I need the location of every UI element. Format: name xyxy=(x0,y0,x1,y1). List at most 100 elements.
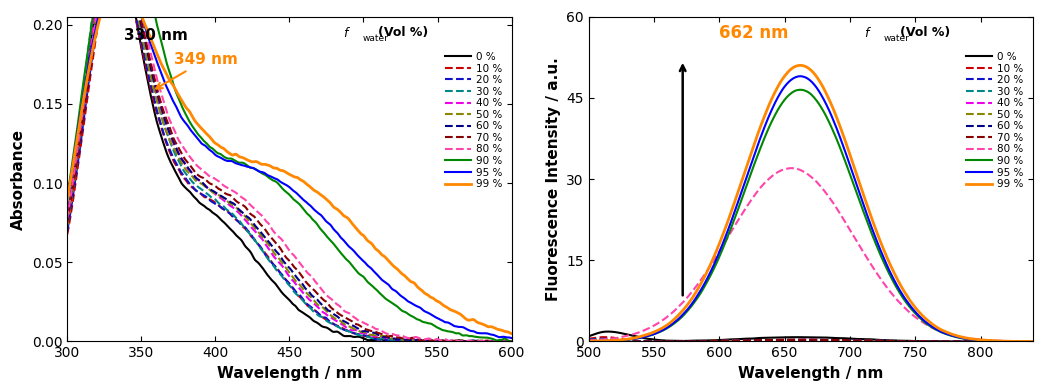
Line: 60 %: 60 % xyxy=(67,0,512,341)
90 % xyxy=(583,339,595,343)
99 % xyxy=(1026,339,1039,344)
20 % xyxy=(853,339,865,343)
0 % xyxy=(345,334,357,339)
40 % xyxy=(966,339,978,344)
95 % xyxy=(920,320,932,325)
Text: water: water xyxy=(884,34,910,44)
10 % xyxy=(920,339,932,344)
0 % xyxy=(61,216,73,220)
20 % xyxy=(61,229,73,234)
Line: 50 %: 50 % xyxy=(67,0,512,341)
20 % xyxy=(867,339,879,343)
99 % xyxy=(331,207,343,212)
X-axis label: Wavelength / nm: Wavelength / nm xyxy=(738,366,883,381)
40 % xyxy=(1026,339,1039,344)
95 % xyxy=(853,189,865,194)
30 % xyxy=(399,338,411,343)
Line: 40 %: 40 % xyxy=(67,0,512,341)
0 % xyxy=(89,15,101,20)
30 % xyxy=(655,339,667,344)
Legend: 0 %, 10 %, 20 %, 30 %, 40 %, 50 %, 60 %, 70 %, 80 %, 90 %, 95 %, 99 %: 0 %, 10 %, 20 %, 30 %, 40 %, 50 %, 60 %,… xyxy=(441,48,506,193)
10 % xyxy=(505,339,518,344)
90 % xyxy=(920,321,932,326)
10 % xyxy=(319,317,332,322)
50 % xyxy=(89,27,101,32)
99 % xyxy=(583,339,595,343)
70 % xyxy=(399,336,411,341)
20 % xyxy=(399,339,411,344)
40 % xyxy=(331,319,343,324)
30 % xyxy=(921,339,933,344)
10 % xyxy=(597,335,610,339)
70 % xyxy=(441,339,453,344)
30 % xyxy=(404,339,417,344)
Line: 70 %: 70 % xyxy=(67,0,512,341)
40 % xyxy=(89,15,101,19)
50 % xyxy=(1026,339,1039,344)
10 % xyxy=(61,232,73,237)
10 % xyxy=(865,338,878,343)
70 % xyxy=(853,338,865,343)
99 % xyxy=(399,274,411,278)
70 % xyxy=(610,339,622,344)
10 % xyxy=(89,45,101,49)
60 % xyxy=(865,339,878,343)
20 % xyxy=(610,337,622,342)
80 % xyxy=(457,339,470,344)
95 % xyxy=(331,231,343,236)
20 % xyxy=(445,338,457,343)
99 % xyxy=(794,63,807,68)
80 % xyxy=(785,166,798,171)
90 % xyxy=(345,262,357,267)
30 % xyxy=(1026,339,1039,344)
90 % xyxy=(1019,339,1031,344)
Line: 90 %: 90 % xyxy=(67,0,512,341)
70 % xyxy=(319,299,332,304)
30 % xyxy=(61,213,73,218)
0 % xyxy=(964,339,976,344)
Line: 90 %: 90 % xyxy=(589,90,1033,341)
90 % xyxy=(505,339,518,344)
40 % xyxy=(636,339,648,344)
0 % xyxy=(399,339,411,343)
20 % xyxy=(921,339,933,344)
10 % xyxy=(966,339,978,344)
Line: 30 %: 30 % xyxy=(67,0,512,341)
60 % xyxy=(345,323,357,327)
99 % xyxy=(89,38,101,43)
90 % xyxy=(840,164,853,169)
Line: 50 %: 50 % xyxy=(589,340,1033,341)
50 % xyxy=(804,338,816,342)
10 % xyxy=(610,336,622,341)
20 % xyxy=(505,339,518,344)
40 % xyxy=(399,338,411,343)
60 % xyxy=(505,339,518,343)
Line: 10 %: 10 % xyxy=(67,0,512,341)
60 % xyxy=(966,339,978,344)
60 % xyxy=(331,314,343,319)
70 % xyxy=(89,37,101,42)
50 % xyxy=(921,339,933,344)
50 % xyxy=(61,223,73,228)
0 % xyxy=(840,336,853,341)
20 % xyxy=(1026,339,1039,344)
30 % xyxy=(853,339,865,343)
80 % xyxy=(853,242,865,247)
40 % xyxy=(841,338,854,343)
50 % xyxy=(331,317,343,322)
60 % xyxy=(445,339,457,344)
60 % xyxy=(1026,339,1039,344)
Text: (Vol %): (Vol %) xyxy=(900,26,950,39)
10 % xyxy=(583,336,595,341)
90 % xyxy=(61,194,73,199)
50 % xyxy=(505,339,518,344)
99 % xyxy=(865,217,878,222)
20 % xyxy=(331,324,343,328)
0 % xyxy=(601,329,614,334)
95 % xyxy=(583,339,595,344)
40 % xyxy=(921,339,933,344)
30 % xyxy=(89,0,101,1)
40 % xyxy=(61,219,73,223)
50 % xyxy=(423,339,435,344)
90 % xyxy=(865,232,878,237)
